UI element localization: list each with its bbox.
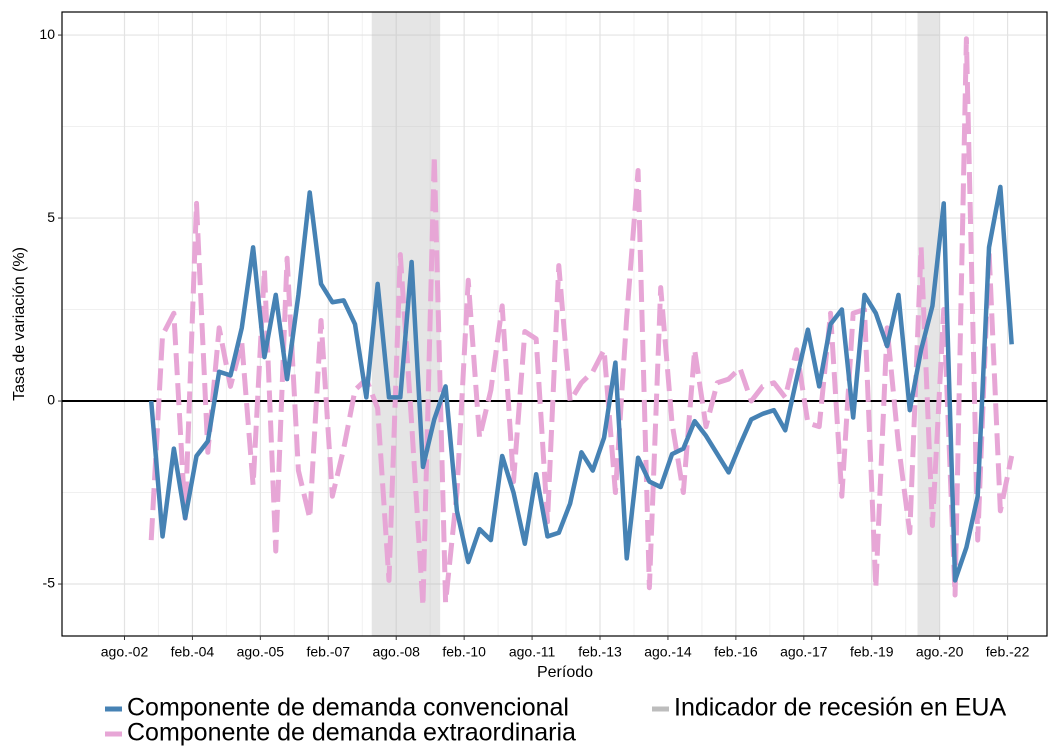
x-axis-title: Período <box>537 664 593 681</box>
x-tick-label: feb.-19 <box>850 644 894 660</box>
series-line <box>148 36 1015 609</box>
x-tick-label: ago.-08 <box>372 644 420 660</box>
x-tick-label: feb.-10 <box>442 644 486 660</box>
plot-frame <box>61 11 1048 637</box>
y-axis-title: Tasa de variación (%) <box>11 247 28 401</box>
legend-label: Componente de demanda extraordinaria <box>127 719 576 746</box>
x-tick-label: ago.-02 <box>101 644 149 660</box>
y-tick-label: 0 <box>47 392 55 408</box>
series-line <box>148 184 1014 583</box>
y-tick-label: 5 <box>47 209 55 225</box>
x-tick-label: feb.-04 <box>171 644 215 660</box>
x-tick-label: ago.-05 <box>237 644 285 660</box>
x-tick-label: feb.-13 <box>578 644 622 660</box>
legend-label: Componente de demanda convencional <box>127 694 569 722</box>
legend-label: Indicador de recesión en EUA <box>674 694 1006 722</box>
x-tick-label: feb.-22 <box>986 644 1030 660</box>
x-tick-label: ago.-11 <box>509 644 556 660</box>
x-tick-label: feb.-07 <box>306 644 350 660</box>
x-tick-label: ago.-20 <box>916 644 964 660</box>
x-tick-label: feb.-16 <box>714 644 758 660</box>
x-tick-label: ago.-17 <box>780 644 828 660</box>
x-tick-label: ago.-14 <box>644 644 692 660</box>
y-tick-label: -5 <box>43 575 56 591</box>
y-tick-label: 10 <box>39 26 55 42</box>
